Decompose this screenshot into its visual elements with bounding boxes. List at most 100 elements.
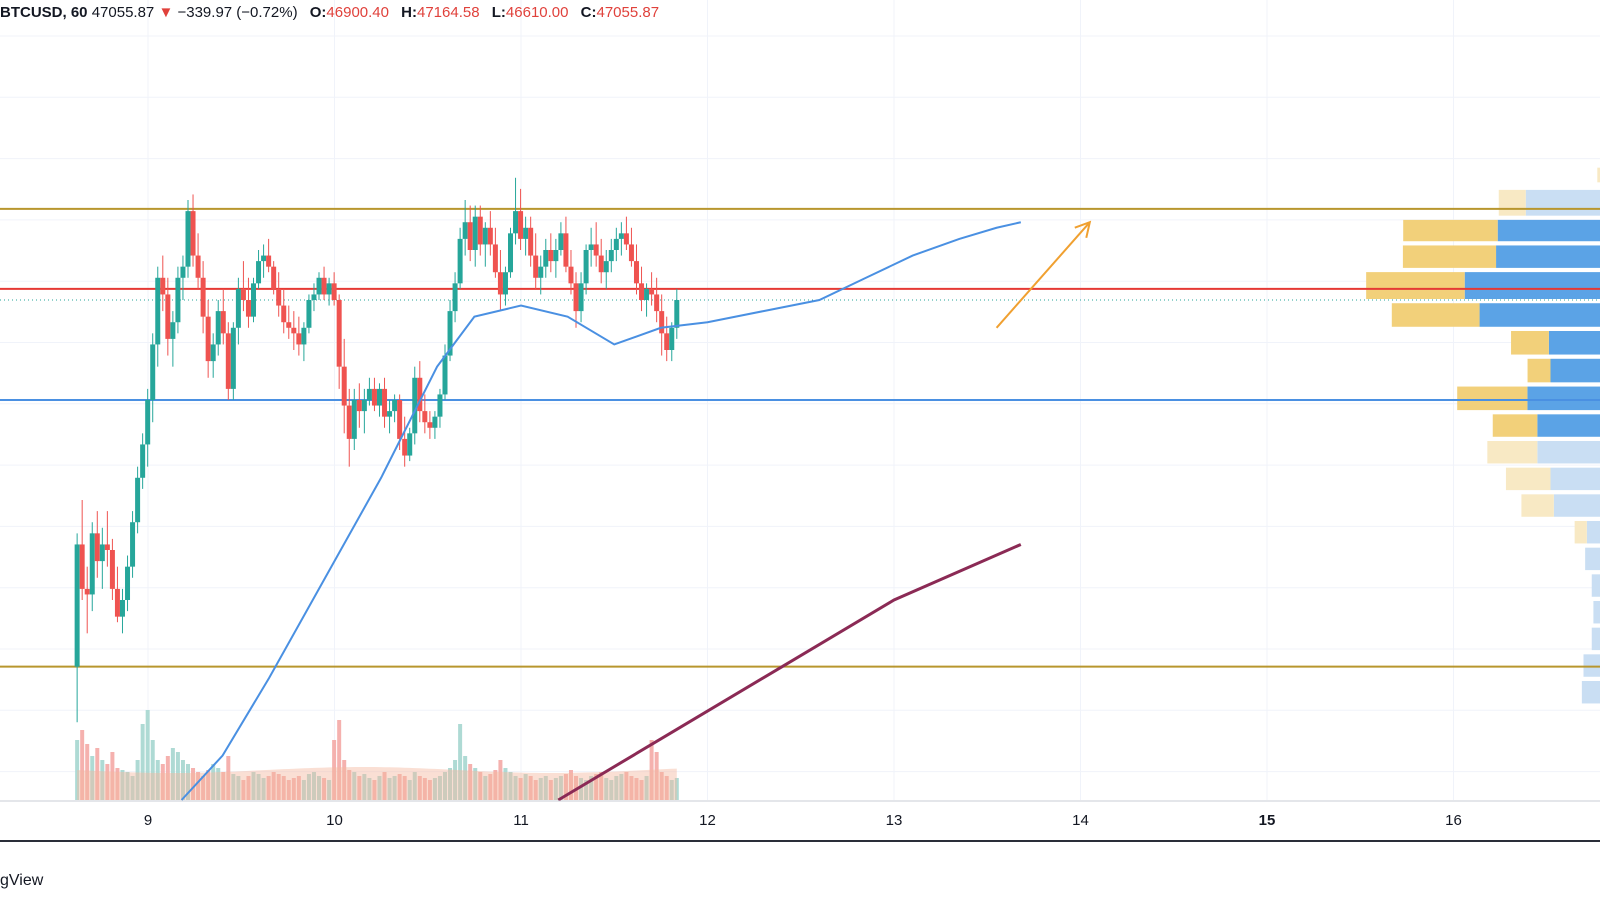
volume-bar xyxy=(85,744,90,800)
volume-bar xyxy=(644,776,649,800)
volume-bar xyxy=(594,774,599,800)
candle-body xyxy=(387,411,393,417)
volume-bar xyxy=(301,780,306,800)
x-tick-label: 13 xyxy=(885,812,903,829)
candle-body xyxy=(84,588,90,595)
volume-profile-bar-down xyxy=(1553,494,1600,517)
candle-body xyxy=(558,233,564,250)
volume-bar xyxy=(362,774,367,800)
candle-body xyxy=(437,394,443,417)
candle-body xyxy=(286,322,292,328)
close-label: C: xyxy=(580,4,597,21)
volume-profile-bar-up xyxy=(1492,414,1538,437)
volume-bar xyxy=(543,776,548,800)
volume-bar xyxy=(347,770,352,800)
candle-body xyxy=(502,272,508,295)
candle-body xyxy=(235,288,241,328)
candle-body xyxy=(361,400,367,412)
moving-average-blue xyxy=(180,221,1022,801)
volume-bar xyxy=(155,760,160,800)
volume-profile-bar-up xyxy=(1403,219,1498,242)
candle-body xyxy=(200,277,206,317)
volume-bar xyxy=(422,778,427,800)
volume-bar xyxy=(518,778,523,800)
volume-bar xyxy=(125,772,130,800)
candle-body xyxy=(598,255,604,273)
candle-body xyxy=(422,411,428,423)
volume-bar xyxy=(165,756,170,800)
x-tick-label: 16 xyxy=(1445,812,1462,829)
volume-bar xyxy=(548,780,553,800)
candle-body xyxy=(321,277,327,295)
price-change: −339.97 (−0.72%) xyxy=(177,4,298,21)
candle-body xyxy=(664,333,670,350)
volume-bar xyxy=(175,752,180,800)
volume-bar xyxy=(563,774,568,800)
candle-body xyxy=(291,327,297,334)
candle-body xyxy=(674,300,680,328)
candle-body xyxy=(618,233,624,239)
volume-bar xyxy=(589,776,594,800)
candle-body xyxy=(508,233,514,273)
candle-body xyxy=(553,250,559,262)
candle-body xyxy=(170,322,176,339)
candle-body xyxy=(392,400,398,412)
candle-body xyxy=(548,250,554,262)
volume-bar xyxy=(206,770,211,800)
volume-bar xyxy=(432,778,437,800)
candle-body xyxy=(165,294,171,339)
candle-body xyxy=(603,261,609,273)
volume-profile-bar-down xyxy=(1496,245,1600,268)
volume-profile-bar-down xyxy=(1497,219,1600,242)
candle-body xyxy=(225,333,231,389)
volume-bar xyxy=(568,770,573,800)
x-tick-label: 11 xyxy=(513,812,529,829)
volume-bar xyxy=(402,776,407,800)
candle-body xyxy=(462,222,468,239)
volume-profile-bar-down xyxy=(1583,654,1600,677)
candle-body xyxy=(346,405,352,439)
volume-profile-bar-down xyxy=(1479,303,1600,327)
candle-body xyxy=(528,227,534,256)
candle-body xyxy=(472,216,478,250)
candle-body xyxy=(245,300,251,317)
volume-bar xyxy=(372,780,377,800)
candle-body xyxy=(215,311,221,345)
candle-body xyxy=(301,327,307,345)
candle-body xyxy=(669,327,675,350)
candle-body xyxy=(109,550,115,589)
volume-bar xyxy=(669,780,674,800)
volume-bar xyxy=(140,724,145,800)
volume-bar xyxy=(251,772,256,800)
candle-body xyxy=(306,300,312,328)
volume-profile-bar-down xyxy=(1525,189,1600,216)
candle-body xyxy=(356,400,362,412)
volume-profile-bar-down xyxy=(1548,331,1600,355)
candle-body xyxy=(220,311,226,334)
candle-body xyxy=(205,316,211,362)
volume-bar xyxy=(196,772,201,800)
x-tick-label: 9 xyxy=(143,812,153,829)
candle-body xyxy=(114,588,120,617)
volume-bar xyxy=(483,776,488,800)
candle-body xyxy=(578,283,584,312)
x-tick-label: 14 xyxy=(1072,812,1089,829)
volume-bar xyxy=(664,776,669,800)
candle-body xyxy=(175,277,181,323)
volume-bar xyxy=(523,774,528,800)
volume-bar xyxy=(417,776,422,800)
candle-body xyxy=(99,544,105,562)
volume-bar xyxy=(493,770,498,800)
volume-bar xyxy=(427,780,432,800)
volume-profile-bar-up xyxy=(1521,494,1554,517)
volume-ma-area xyxy=(77,767,677,800)
volume-bar xyxy=(231,774,236,800)
volume-bar xyxy=(261,778,266,800)
volume-bar xyxy=(498,760,503,800)
candle-body xyxy=(256,261,262,284)
volume-bar xyxy=(604,778,609,800)
candle-body xyxy=(628,244,634,262)
x-tick-label: 10 xyxy=(326,812,343,829)
